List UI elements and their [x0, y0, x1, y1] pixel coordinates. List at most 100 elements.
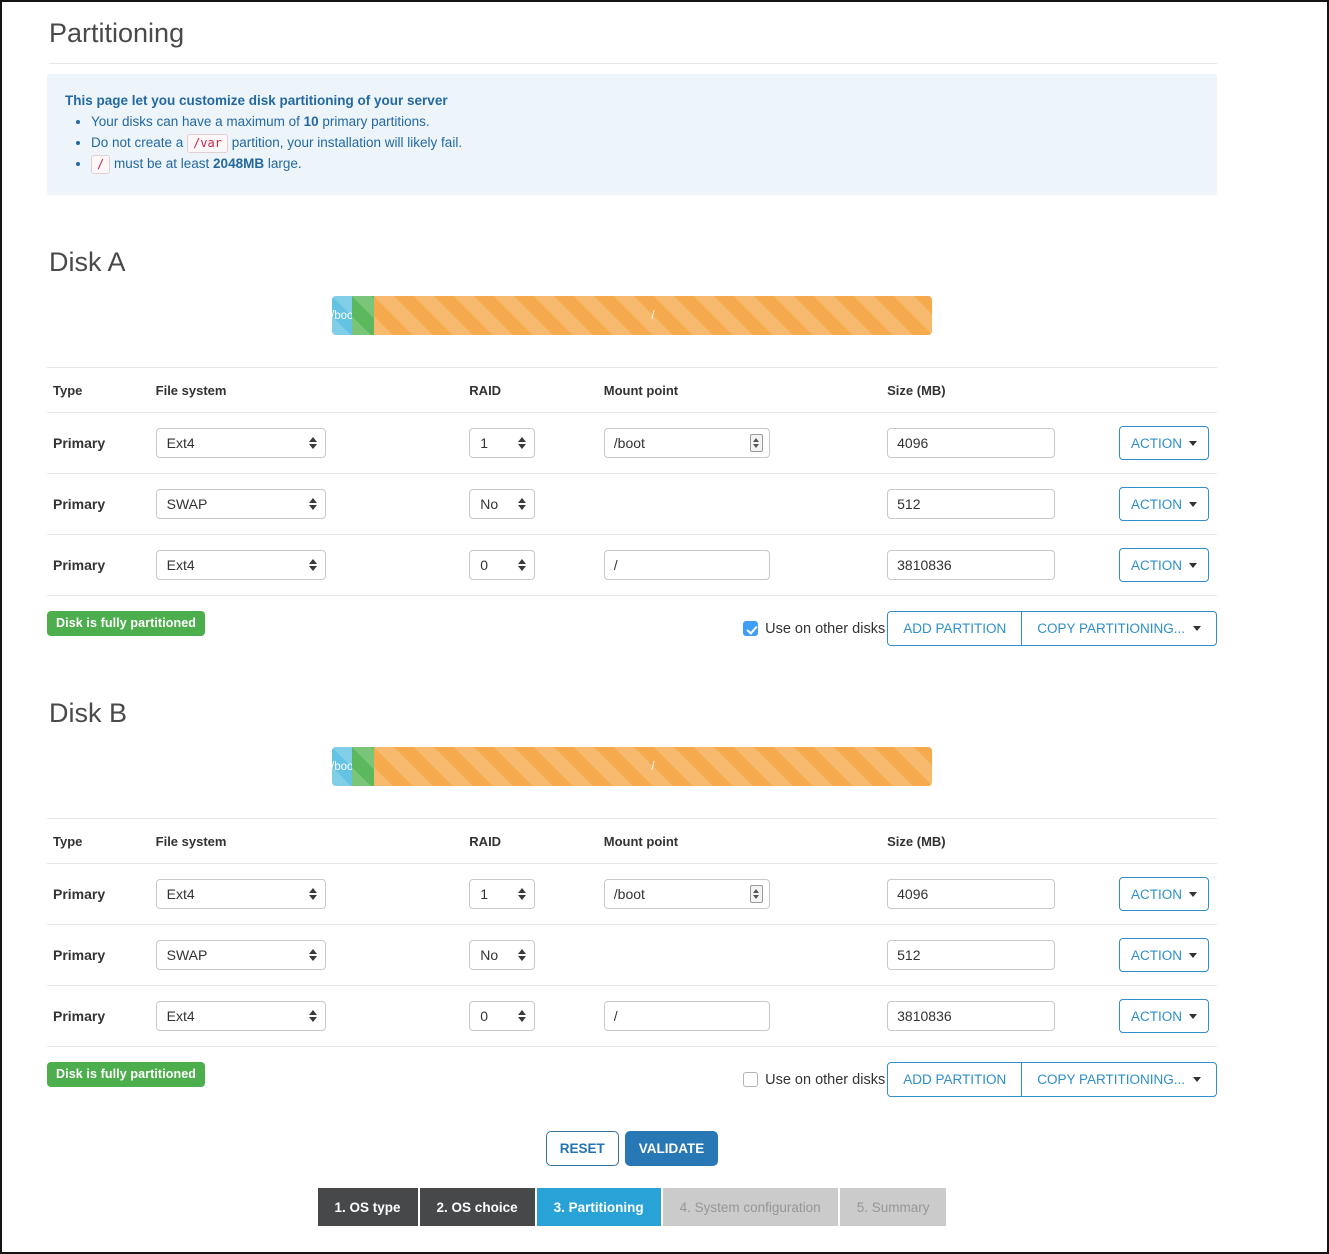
- wizard-steps: 1. OS type 2. OS choice 3. Partitioning …: [47, 1188, 1217, 1226]
- size-input[interactable]: [887, 550, 1056, 580]
- select-arrows-icon: [518, 559, 527, 571]
- validate-button[interactable]: VALIDATE: [624, 1131, 719, 1166]
- copy-partitioning-label: COPY PARTITIONING...: [1037, 1072, 1185, 1087]
- step-summary: 5. Summary: [839, 1188, 947, 1226]
- action-dropdown-button[interactable]: ACTION: [1118, 548, 1209, 582]
- alert-heading: This page let you customize disk partiti…: [65, 93, 448, 108]
- col-header-size: Size (MB): [881, 818, 1113, 864]
- raid-select[interactable]: 1: [469, 879, 536, 909]
- col-header-type: Type: [47, 818, 150, 864]
- raid-select[interactable]: No: [469, 940, 536, 970]
- alert-bullet: / must be at least 2048MB large.: [91, 155, 1199, 174]
- table-row: Primary Ext4 1 ACTION: [47, 412, 1217, 474]
- use-on-other-disks-label[interactable]: Use on other disks: [743, 621, 885, 637]
- swap-partition-segment: [352, 747, 374, 786]
- raid-value: No: [480, 496, 499, 512]
- step-system-configuration: 4. System configuration: [662, 1188, 838, 1226]
- action-dropdown-button[interactable]: ACTION: [1118, 487, 1209, 521]
- filesystem-select[interactable]: Ext4: [155, 550, 326, 580]
- caret-down-icon: [1188, 501, 1197, 507]
- step-os-choice[interactable]: 2. OS choice: [419, 1188, 535, 1226]
- action-dropdown-button[interactable]: ACTION: [1118, 877, 1209, 911]
- col-header-type: Type: [47, 367, 150, 413]
- add-partition-button[interactable]: ADD PARTITION: [887, 611, 1023, 646]
- caret-down-icon: [1188, 891, 1197, 897]
- reset-button[interactable]: RESET: [545, 1131, 619, 1166]
- select-arrows-icon: [308, 559, 317, 571]
- copy-partitioning-button[interactable]: COPY PARTITIONING...: [1021, 611, 1217, 646]
- size-input[interactable]: [887, 428, 1056, 458]
- table-row: Primary Ext4 0 ACTION: [47, 985, 1217, 1047]
- use-on-other-disks-checkbox[interactable]: [743, 1072, 759, 1087]
- step-partitioning[interactable]: 3. Partitioning: [536, 1188, 661, 1226]
- size-input[interactable]: [887, 879, 1056, 909]
- mount-point-empty-cell: [597, 924, 882, 986]
- filesystem-select[interactable]: Ext4: [155, 1001, 326, 1031]
- select-arrows-icon: [518, 1010, 527, 1022]
- select-arrows-icon: [518, 498, 527, 510]
- select-arrows-icon: [518, 888, 527, 900]
- alert-bold: 10: [303, 114, 319, 129]
- size-input[interactable]: [887, 940, 1056, 970]
- mount-point-input[interactable]: [603, 879, 770, 909]
- filesystem-select[interactable]: SWAP: [155, 489, 326, 519]
- raid-select[interactable]: 0: [469, 1001, 536, 1031]
- root-partition-segment: /: [373, 296, 932, 335]
- mount-point-input[interactable]: [603, 550, 770, 580]
- partition-buttons-group: ADD PARTITION COPY PARTITIONING...: [887, 1062, 1217, 1097]
- disk-a-footer: Disk is fully partitioned Use on other d…: [47, 611, 1217, 646]
- datalist-stepper-icon[interactable]: [749, 434, 763, 452]
- raid-select[interactable]: 1: [469, 428, 536, 458]
- raid-select[interactable]: No: [469, 489, 536, 519]
- filesystem-select[interactable]: Ext4: [155, 879, 326, 909]
- select-arrows-icon: [518, 949, 527, 961]
- datalist-stepper-icon[interactable]: [749, 885, 763, 903]
- action-label: ACTION: [1130, 557, 1182, 573]
- select-arrows-icon: [308, 949, 317, 961]
- table-header-row: Type File system RAID Mount point Size (…: [47, 818, 1217, 864]
- raid-value: 1: [480, 435, 489, 451]
- use-on-other-disks-label[interactable]: Use on other disks: [743, 1072, 885, 1088]
- partition-type: Primary: [47, 473, 150, 535]
- filesystem-value: Ext4: [166, 435, 195, 451]
- col-header-mount-point: Mount point: [597, 367, 882, 413]
- table-header-row: Type File system RAID Mount point Size (…: [47, 367, 1217, 413]
- action-label: ACTION: [1130, 1008, 1182, 1024]
- use-on-other-disks-checkbox[interactable]: [743, 621, 759, 636]
- caret-down-icon: [1188, 440, 1197, 446]
- filesystem-select[interactable]: SWAP: [155, 940, 326, 970]
- form-actions: RESET VALIDATE: [47, 1131, 1217, 1166]
- copy-partitioning-button[interactable]: COPY PARTITIONING...: [1021, 1062, 1217, 1097]
- filesystem-value: Ext4: [166, 1008, 195, 1024]
- status-badge: Disk is fully partitioned: [47, 1062, 206, 1087]
- caret-down-icon: [1188, 1013, 1197, 1019]
- action-label: ACTION: [1130, 496, 1182, 512]
- col-header-raid: RAID: [463, 818, 598, 864]
- size-input[interactable]: [887, 489, 1056, 519]
- col-header-actions: [1112, 367, 1217, 413]
- add-partition-button[interactable]: ADD PARTITION: [887, 1062, 1023, 1097]
- disk-b-partition-bar: /boo /: [332, 747, 932, 786]
- disk-b-footer: Disk is fully partitioned Use on other d…: [47, 1062, 1217, 1097]
- select-arrows-icon: [308, 437, 317, 449]
- action-dropdown-button[interactable]: ACTION: [1118, 938, 1209, 972]
- raid-select[interactable]: 0: [469, 550, 536, 580]
- alert-bullet-list: Your disks can have a maximum of 10 prim…: [65, 114, 1199, 174]
- size-input[interactable]: [887, 1001, 1056, 1031]
- action-label: ACTION: [1130, 886, 1182, 902]
- disk-b-heading: Disk B: [49, 698, 128, 728]
- action-label: ACTION: [1130, 947, 1182, 963]
- mount-point-input[interactable]: [603, 1001, 770, 1031]
- use-on-other-disks-text: Use on other disks: [765, 1071, 886, 1088]
- filesystem-select[interactable]: Ext4: [155, 428, 326, 458]
- mount-point-empty-cell: [597, 473, 882, 535]
- mount-point-input[interactable]: [603, 428, 770, 458]
- action-dropdown-button[interactable]: ACTION: [1118, 426, 1209, 460]
- disk-a-partition-bar: /boo /: [332, 296, 932, 335]
- caret-down-icon: [1188, 562, 1197, 568]
- step-os-type[interactable]: 1. OS type: [317, 1188, 418, 1226]
- info-alert: This page let you customize disk partiti…: [47, 74, 1217, 195]
- filesystem-value: SWAP: [166, 496, 208, 512]
- action-dropdown-button[interactable]: ACTION: [1118, 999, 1209, 1033]
